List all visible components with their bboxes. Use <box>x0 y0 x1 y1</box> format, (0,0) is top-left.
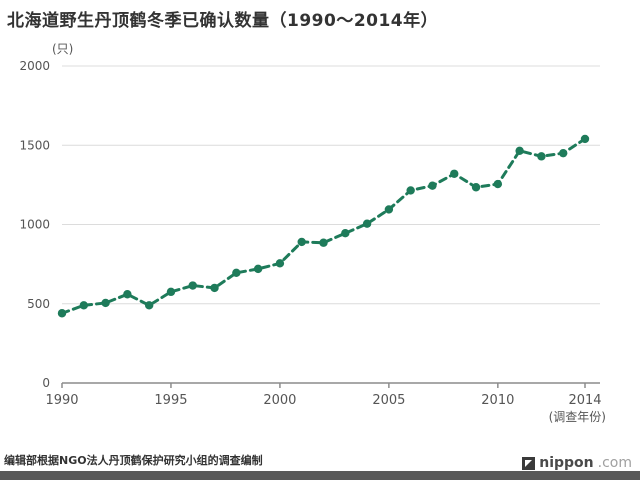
data-point <box>210 283 219 293</box>
y-tick-label: 1500 <box>19 138 50 152</box>
data-point <box>297 237 306 247</box>
data-point <box>428 181 437 190</box>
data-point <box>57 309 67 318</box>
bottom-bar <box>0 471 640 480</box>
data-point <box>515 146 524 155</box>
data-point <box>341 229 350 238</box>
data-point <box>232 268 241 278</box>
x-tick-label: 2014 <box>568 393 601 408</box>
data-point <box>144 301 154 310</box>
data-point <box>471 183 481 192</box>
data-point <box>253 264 263 274</box>
x-axis-note: (调查年份) <box>548 410 606 424</box>
data-line <box>60 137 587 315</box>
source-note: 编辑部根据NGO法人丹顶鹤保护研究小组的调查编制 <box>4 454 263 467</box>
data-point <box>362 219 372 228</box>
data-point <box>493 179 503 189</box>
chart-title: 北海道野生丹顶鹤冬季已确认数量（1990～2014年） <box>7 11 439 31</box>
data-point <box>123 290 132 299</box>
data-point <box>79 301 88 310</box>
x-tick-label: 1995 <box>154 393 187 408</box>
data-point <box>166 287 176 297</box>
data-point <box>101 298 110 308</box>
y-axis-unit-label: (只) <box>52 42 74 56</box>
data-point <box>406 186 415 195</box>
data-point <box>188 281 197 290</box>
y-tick-label: 500 <box>27 297 50 311</box>
logo-text-suffix: .com <box>597 455 632 471</box>
y-tick-label: 0 <box>42 376 50 390</box>
nippon-logo: nippon .com <box>522 456 632 470</box>
x-tick-label: 2000 <box>263 393 296 408</box>
data-point <box>559 148 568 158</box>
data-point <box>275 259 285 268</box>
y-tick-label: 1000 <box>19 218 50 232</box>
data-point <box>319 238 328 247</box>
y-tick-label: 2000 <box>19 59 50 73</box>
nippon-logo-icon <box>522 456 536 470</box>
x-tick-label: 1990 <box>45 393 78 408</box>
data-point <box>384 205 394 214</box>
x-tick-label: 2005 <box>372 393 405 408</box>
logo-text-main: nippon <box>539 455 594 471</box>
data-point <box>537 152 546 161</box>
data-point <box>450 169 459 178</box>
data-point <box>580 134 590 144</box>
x-tick-label: 2010 <box>481 393 514 408</box>
